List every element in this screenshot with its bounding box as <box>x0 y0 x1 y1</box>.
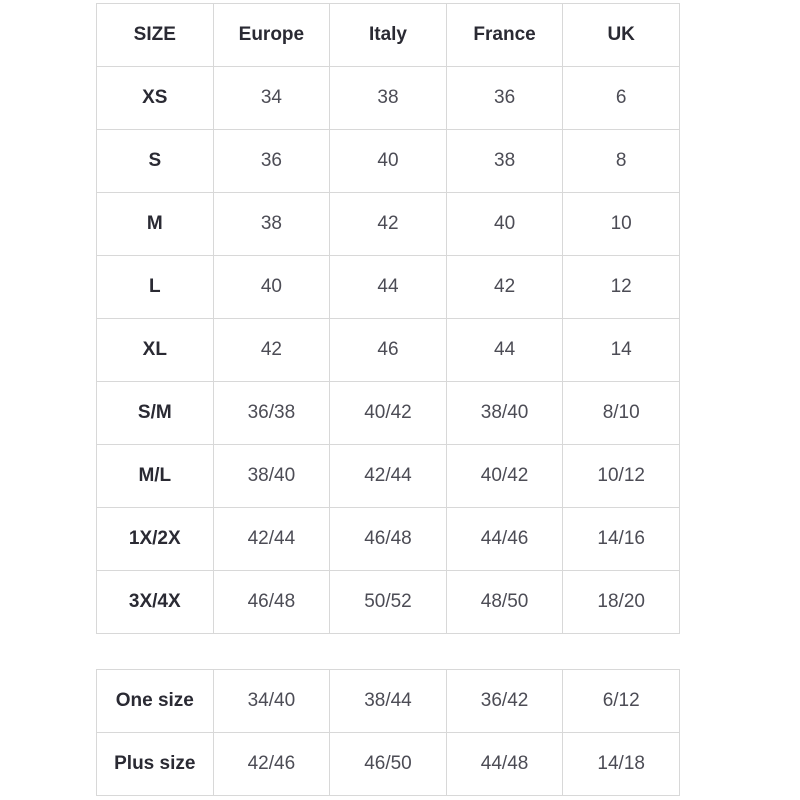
value-cell: 44 <box>329 255 447 319</box>
value-cell: 46/48 <box>212 570 331 634</box>
size-conversion-table: SIZE Europe Italy France UK XS 34 38 36 … <box>96 3 680 634</box>
table-row-l: L 40 44 42 12 <box>96 255 680 319</box>
special-sizes-table: One size 34/40 38/44 36/42 6/12 Plus siz… <box>96 669 680 796</box>
table-row-sm: S/M 36/38 40/42 38/40 8/10 <box>96 381 680 445</box>
table-row-m: M 38 42 40 10 <box>96 192 680 256</box>
value-cell: 18/20 <box>562 570 680 634</box>
value-cell: 8/10 <box>562 381 680 445</box>
value-cell: 6/12 <box>562 669 680 733</box>
size-label-cell: 1X/2X <box>96 507 214 571</box>
value-cell: 42/44 <box>329 444 447 508</box>
value-cell: 14 <box>562 318 680 382</box>
value-cell: 46/48 <box>329 507 447 571</box>
table-row-plus-size: Plus size 42/46 46/50 44/48 14/18 <box>96 732 680 796</box>
value-cell: 8 <box>562 129 680 193</box>
value-cell: 40 <box>212 255 331 319</box>
value-cell: 6 <box>562 66 680 130</box>
value-cell: 36 <box>212 129 331 193</box>
value-cell: 38/40 <box>445 381 564 445</box>
value-cell: 40/42 <box>329 381 447 445</box>
table-header-row: SIZE Europe Italy France UK <box>96 3 680 67</box>
size-label-cell: 3X/4X <box>96 570 214 634</box>
value-cell: 36/38 <box>212 381 331 445</box>
table-row-ml: M/L 38/40 42/44 40/42 10/12 <box>96 444 680 508</box>
value-cell: 42 <box>329 192 447 256</box>
value-cell: 34/40 <box>212 669 331 733</box>
value-cell: 42/44 <box>212 507 331 571</box>
value-cell: 40/42 <box>445 444 564 508</box>
column-header-italy: Italy <box>329 3 447 67</box>
column-header-size: SIZE <box>96 3 214 67</box>
value-cell: 44 <box>445 318 564 382</box>
value-cell: 36 <box>445 66 564 130</box>
value-cell: 38/44 <box>329 669 447 733</box>
column-header-france: France <box>445 3 564 67</box>
value-cell: 14/18 <box>562 732 680 796</box>
value-cell: 38 <box>329 66 447 130</box>
value-cell: 42 <box>212 318 331 382</box>
value-cell: 44/46 <box>445 507 564 571</box>
value-cell: 38 <box>212 192 331 256</box>
size-label-cell: S/M <box>96 381 214 445</box>
column-header-europe: Europe <box>212 3 331 67</box>
value-cell: 42/46 <box>212 732 331 796</box>
table-row-s: S 36 40 38 8 <box>96 129 680 193</box>
column-header-uk: UK <box>562 3 680 67</box>
value-cell: 46 <box>329 318 447 382</box>
value-cell: 38/40 <box>212 444 331 508</box>
size-label-cell: S <box>96 129 214 193</box>
value-cell: 46/50 <box>329 732 447 796</box>
value-cell: 10 <box>562 192 680 256</box>
value-cell: 42 <box>445 255 564 319</box>
value-cell: 12 <box>562 255 680 319</box>
table-row-xl: XL 42 46 44 14 <box>96 318 680 382</box>
value-cell: 14/16 <box>562 507 680 571</box>
value-cell: 48/50 <box>445 570 564 634</box>
value-cell: 40 <box>445 192 564 256</box>
value-cell: 36/42 <box>445 669 564 733</box>
table-row-one-size: One size 34/40 38/44 36/42 6/12 <box>96 669 680 733</box>
size-label-cell: One size <box>96 669 214 733</box>
value-cell: 38 <box>445 129 564 193</box>
table-row-1x2x: 1X/2X 42/44 46/48 44/46 14/16 <box>96 507 680 571</box>
size-label-cell: Plus size <box>96 732 214 796</box>
value-cell: 44/48 <box>445 732 564 796</box>
value-cell: 40 <box>329 129 447 193</box>
size-label-cell: XS <box>96 66 214 130</box>
size-label-cell: M <box>96 192 214 256</box>
value-cell: 50/52 <box>329 570 447 634</box>
value-cell: 10/12 <box>562 444 680 508</box>
value-cell: 34 <box>212 66 331 130</box>
table-row-xs: XS 34 38 36 6 <box>96 66 680 130</box>
size-label-cell: M/L <box>96 444 214 508</box>
size-label-cell: L <box>96 255 214 319</box>
table-row-3x4x: 3X/4X 46/48 50/52 48/50 18/20 <box>96 570 680 634</box>
size-label-cell: XL <box>96 318 214 382</box>
